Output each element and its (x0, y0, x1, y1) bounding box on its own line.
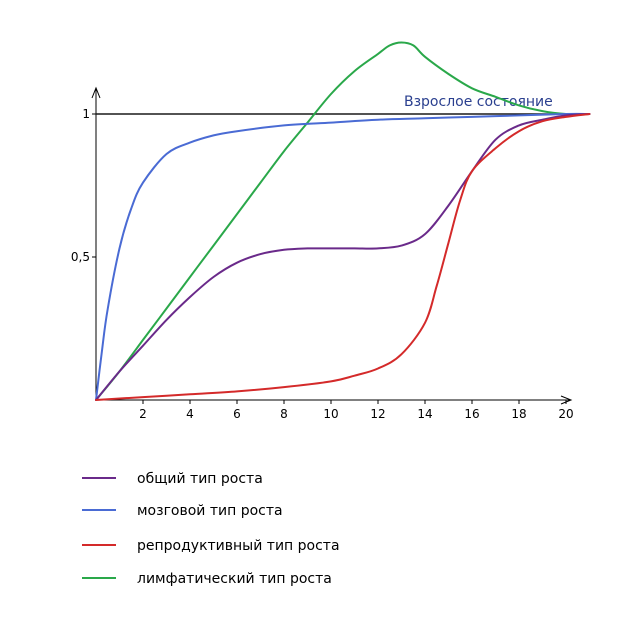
adult-state-annotation: Взрослое состояние (404, 94, 553, 110)
legend-label: лимфатический тип роста (137, 571, 332, 587)
x-tick-label: 2 (139, 407, 147, 421)
lymphatic-growth-line (95, 41, 591, 401)
y-tick-label: 1 (82, 107, 90, 121)
x-axis-arrow (560, 395, 573, 405)
x-tick-label: 14 (417, 407, 432, 421)
x-tick-label: 20 (558, 407, 573, 421)
y-tick-label: 0,5 (71, 250, 90, 264)
x-tick-label: 8 (280, 407, 288, 421)
reproductive-growth-line (95, 113, 591, 401)
ticks: 2 4 6 8 10 12 14 16 18 20 0,5 1 (71, 107, 574, 421)
legend-label: репродуктивный тип роста (137, 538, 340, 554)
axes (91, 86, 573, 405)
series-lines (95, 41, 591, 401)
legend-label: мозговой тип роста (137, 503, 283, 519)
reference-line-group: Взрослое состояние (96, 94, 590, 115)
x-tick-label: 18 (511, 407, 526, 421)
x-tick-label: 12 (370, 407, 385, 421)
y-axis-arrow (91, 86, 101, 99)
x-tick-label: 6 (233, 407, 241, 421)
x-tick-label: 10 (323, 407, 338, 421)
legend: общий тип роста мозговой тип роста репроду… (82, 471, 340, 587)
x-tick-label: 16 (464, 407, 479, 421)
brain-growth-line (95, 112, 591, 401)
general-growth-line (95, 113, 591, 401)
x-tick-label: 4 (186, 407, 194, 421)
legend-label: общий тип роста (137, 471, 263, 487)
